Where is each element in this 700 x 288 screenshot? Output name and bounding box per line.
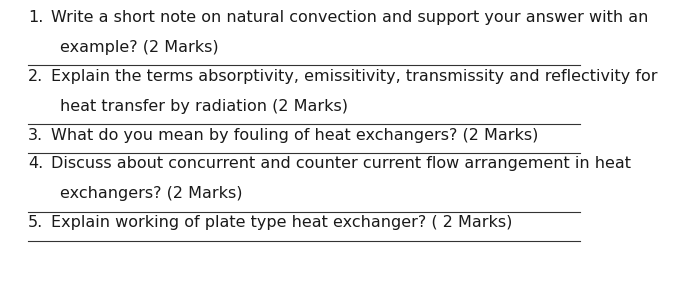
Text: heat transfer by radiation (2 Marks): heat transfer by radiation (2 Marks) (60, 99, 348, 114)
Text: Discuss about concurrent and counter current flow arrangement in heat: Discuss about concurrent and counter cur… (51, 156, 631, 171)
Text: 2.: 2. (28, 69, 43, 84)
Text: Write a short note on natural convection and support your answer with an: Write a short note on natural convection… (51, 10, 649, 25)
Text: 5.: 5. (28, 215, 43, 230)
Text: Explain working of plate type heat exchanger? ( 2 Marks): Explain working of plate type heat excha… (51, 215, 512, 230)
Text: example? (2 Marks): example? (2 Marks) (60, 40, 218, 55)
Text: 3.: 3. (28, 128, 43, 143)
Text: Explain the terms absorptivity, emissitivity, transmissity and reflectivity for: Explain the terms absorptivity, emissiti… (51, 69, 658, 84)
Text: exchangers? (2 Marks): exchangers? (2 Marks) (60, 186, 243, 201)
Text: 4.: 4. (28, 156, 43, 171)
Text: What do you mean by fouling of heat exchangers? (2 Marks): What do you mean by fouling of heat exch… (51, 128, 539, 143)
Text: 1.: 1. (28, 10, 43, 25)
